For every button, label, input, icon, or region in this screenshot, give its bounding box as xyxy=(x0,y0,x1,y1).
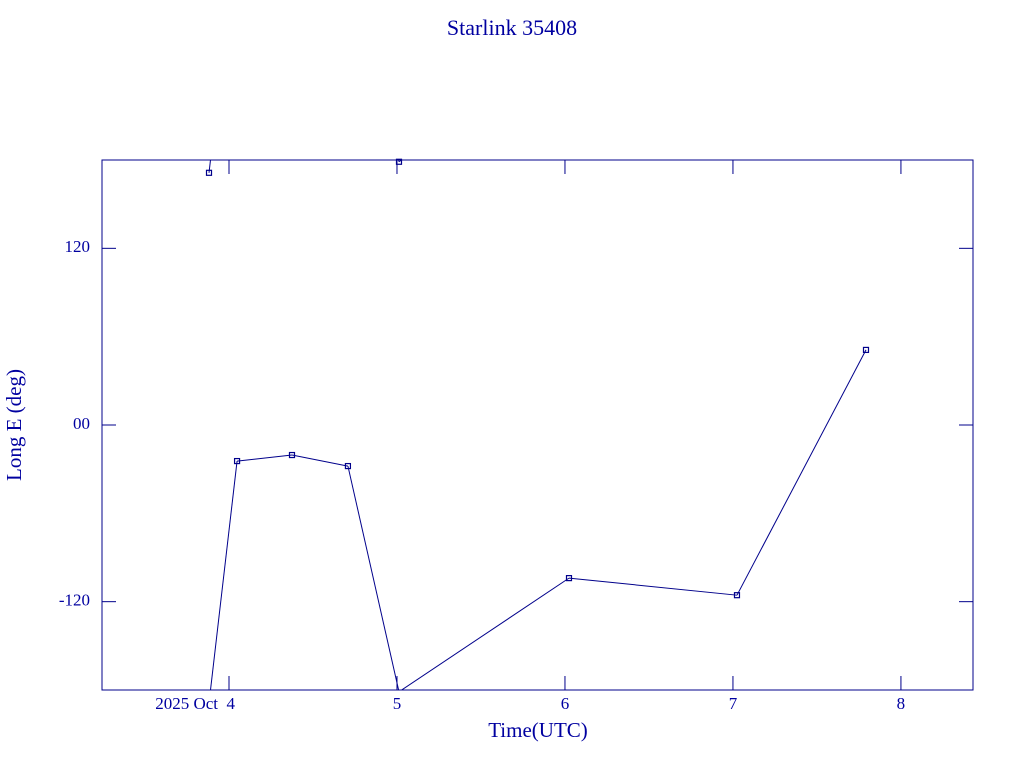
y-axis-label: Long E (deg) xyxy=(2,369,26,481)
x-tick-label: 7 xyxy=(729,694,738,713)
line-segment xyxy=(398,160,400,162)
y-tick-label: 120 xyxy=(65,237,91,256)
x-tick-label: 5 xyxy=(393,694,402,713)
line-segment xyxy=(208,160,211,173)
y-tick-label: 00 xyxy=(73,414,90,433)
marker xyxy=(565,575,573,582)
y-tick-label: -120 xyxy=(59,591,90,610)
marker xyxy=(288,451,296,459)
marker xyxy=(862,346,870,354)
marker xyxy=(733,592,741,599)
x-axis-label: Time(UTC) xyxy=(488,718,588,742)
line-segment xyxy=(237,454,293,462)
x-tick-label: 6 xyxy=(561,694,570,713)
line-segment xyxy=(347,465,400,690)
marker xyxy=(233,457,241,465)
x-tick-label: 8 xyxy=(897,694,906,713)
line-segment xyxy=(209,461,238,690)
line-segment xyxy=(568,577,738,596)
line-segment xyxy=(291,454,349,467)
plot-frame xyxy=(101,159,974,691)
x-tick-label: 2025 Oct 4 xyxy=(155,694,235,713)
marker xyxy=(205,169,213,176)
line-segment xyxy=(398,160,403,163)
line-segment xyxy=(400,577,570,690)
plot-area xyxy=(208,160,867,690)
marker xyxy=(344,462,352,470)
chart-title: Starlink 35408 xyxy=(447,15,577,40)
line-segment xyxy=(736,349,867,596)
marker xyxy=(395,158,403,165)
